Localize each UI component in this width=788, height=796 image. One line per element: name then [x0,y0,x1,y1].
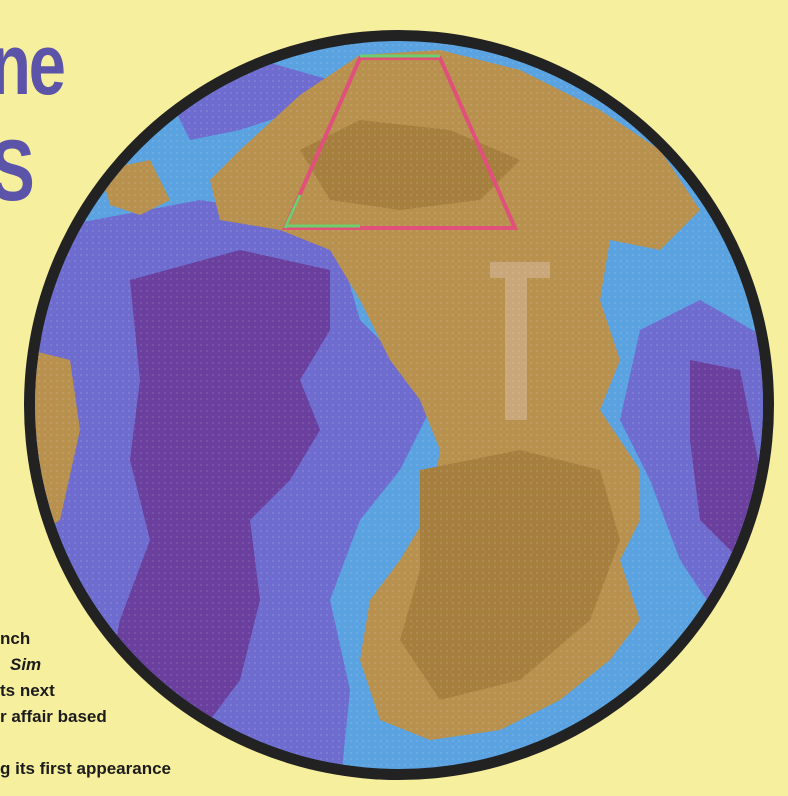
caption-line-4: r affair based [0,707,107,726]
caption-line-1: nch [0,629,31,648]
caption-text: nch Sim ts next r affair based g its fir… [0,626,172,782]
caption-line-3: ts next [0,681,55,700]
selection-trapezoid-cursor[interactable] [281,54,519,230]
caption-line-2: Sim [10,655,42,674]
headline-line-1: ne [0,17,66,113]
headline-line-2: S [0,128,35,214]
pixel-texture [35,41,763,769]
caption-line-5: g its first appearance [0,759,172,778]
